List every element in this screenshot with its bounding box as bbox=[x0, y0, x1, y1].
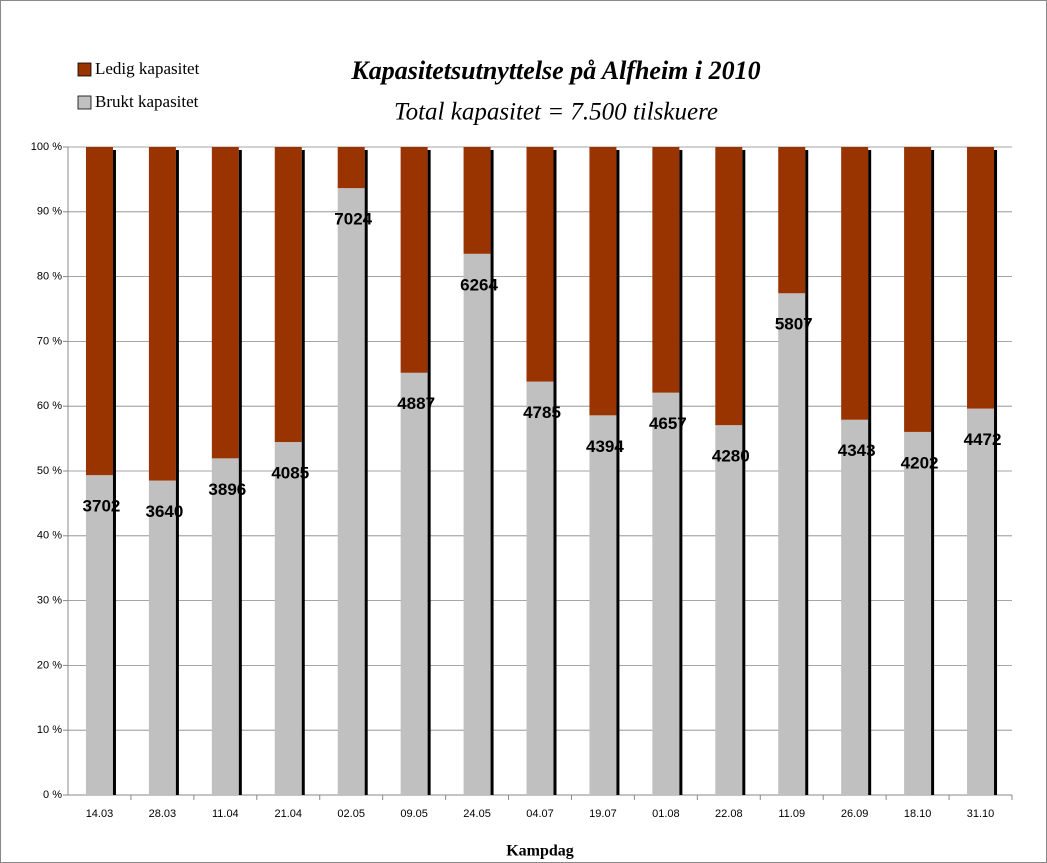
data-label: 3640 bbox=[145, 502, 183, 521]
y-tick-label: 90 % bbox=[37, 206, 62, 218]
bar-segment bbox=[463, 147, 491, 254]
y-tick-label: 20 % bbox=[37, 659, 62, 671]
data-label: 3896 bbox=[208, 480, 246, 499]
x-tick-label: 09.05 bbox=[400, 808, 428, 820]
bar-segment bbox=[337, 147, 365, 189]
bar-segment bbox=[715, 147, 743, 426]
y-tick-label: 100 % bbox=[31, 141, 62, 153]
legend-swatch bbox=[77, 62, 92, 77]
data-label: 3702 bbox=[83, 497, 121, 516]
bar-shadow bbox=[301, 150, 305, 795]
x-axis-title: Kampdag bbox=[506, 843, 574, 860]
x-tick-label: 18.10 bbox=[904, 808, 932, 820]
data-label: 4472 bbox=[964, 430, 1002, 449]
bar-segment bbox=[211, 458, 239, 795]
bar-shadow bbox=[112, 150, 116, 795]
x-tick-label: 02.05 bbox=[337, 808, 365, 820]
data-label: 7024 bbox=[334, 210, 372, 229]
data-label: 6264 bbox=[460, 275, 498, 294]
y-tick-label: 80 % bbox=[37, 271, 62, 283]
bar-segment bbox=[274, 442, 302, 795]
x-tick-label: 11.09 bbox=[778, 808, 805, 820]
y-tick-label: 30 % bbox=[37, 595, 62, 607]
y-tick-label: 50 % bbox=[37, 465, 62, 477]
x-tick-label: 28.03 bbox=[149, 808, 177, 820]
bar-segment bbox=[841, 419, 869, 795]
bar-segment bbox=[589, 147, 617, 416]
bar-segment bbox=[652, 147, 680, 393]
legend-label: Brukt kapasitet bbox=[95, 92, 199, 111]
bar-shadow bbox=[868, 150, 872, 795]
data-label: 4657 bbox=[649, 414, 687, 433]
bar-shadow bbox=[364, 150, 368, 795]
bar-segment bbox=[841, 147, 869, 420]
bar-segment bbox=[148, 480, 176, 795]
bar-segment bbox=[148, 147, 176, 481]
bar-segment bbox=[526, 381, 554, 795]
x-tick-label: 01.08 bbox=[652, 808, 680, 820]
bar-segment bbox=[778, 293, 806, 795]
x-tick-label: 31.10 bbox=[967, 808, 995, 820]
chart-subtitle: Total kapasitet = 7.500 tilskuere bbox=[394, 99, 718, 126]
bar-shadow bbox=[553, 150, 557, 795]
y-tick-label: 60 % bbox=[37, 400, 62, 412]
bar-segment bbox=[652, 392, 680, 795]
bar-shadow bbox=[679, 150, 683, 795]
data-label: 4887 bbox=[397, 394, 435, 413]
data-label: 4343 bbox=[838, 441, 876, 460]
chart-title: Kapasitetsutnyttelse på Alfheim i 2010 bbox=[350, 56, 760, 85]
x-tick-label: 26.09 bbox=[841, 808, 869, 820]
bar-shadow bbox=[994, 150, 998, 795]
x-tick-label: 11.04 bbox=[212, 808, 239, 820]
bar-segment bbox=[967, 147, 995, 409]
bar-segment bbox=[778, 147, 806, 294]
bar-segment bbox=[904, 147, 932, 432]
y-tick-label: 70 % bbox=[37, 335, 62, 347]
x-tick-label: 04.07 bbox=[526, 808, 554, 820]
bar-shadow bbox=[175, 150, 179, 795]
y-tick-label: 10 % bbox=[37, 724, 62, 736]
bar-segment bbox=[274, 147, 302, 443]
bar-shadow bbox=[931, 150, 935, 795]
bar-segment bbox=[400, 147, 428, 373]
bar-segment bbox=[337, 188, 365, 795]
bar-segment bbox=[526, 147, 554, 382]
y-tick-label: 40 % bbox=[37, 530, 62, 542]
legend-label: Ledig kapasitet bbox=[95, 59, 200, 78]
bar-shadow bbox=[238, 150, 242, 795]
bar-shadow bbox=[427, 150, 431, 795]
bar-shadow bbox=[616, 150, 620, 795]
data-label: 4785 bbox=[523, 403, 561, 422]
bar-segment bbox=[85, 147, 113, 476]
bar-segment bbox=[400, 372, 428, 795]
bar-segment bbox=[589, 415, 617, 795]
data-label: 4280 bbox=[712, 447, 750, 466]
bar-shadow bbox=[742, 150, 746, 795]
bar-segment bbox=[463, 253, 491, 795]
x-tick-label: 19.07 bbox=[589, 808, 617, 820]
bar-shadow bbox=[490, 150, 494, 795]
data-label: 4085 bbox=[271, 464, 309, 483]
x-tick-label: 22.08 bbox=[715, 808, 743, 820]
bar-segment bbox=[967, 408, 995, 795]
x-tick-label: 24.05 bbox=[463, 808, 491, 820]
data-label: 5807 bbox=[775, 315, 813, 334]
bar-segment bbox=[715, 425, 743, 795]
legend-swatch bbox=[77, 95, 92, 110]
bar-shadow bbox=[805, 150, 809, 795]
bar-segment bbox=[211, 147, 239, 459]
bar-segment bbox=[85, 475, 113, 795]
data-label: 4202 bbox=[901, 453, 939, 472]
x-tick-label: 14.03 bbox=[86, 808, 114, 820]
data-label: 4394 bbox=[586, 437, 624, 456]
bar-segment bbox=[904, 431, 932, 795]
y-tick-label: 0 % bbox=[43, 789, 62, 801]
x-tick-label: 21.04 bbox=[275, 808, 303, 820]
